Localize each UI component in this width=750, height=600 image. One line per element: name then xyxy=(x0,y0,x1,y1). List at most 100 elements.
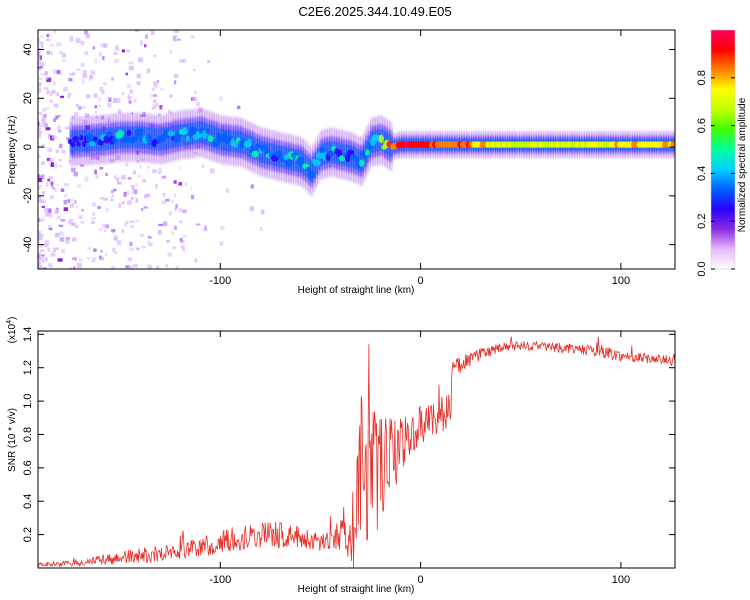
noise-speck xyxy=(143,206,148,209)
noise-speck xyxy=(38,187,40,191)
noise-speck xyxy=(184,182,187,186)
noise-speck xyxy=(41,161,45,166)
ridge-peak xyxy=(130,136,139,142)
noise-speck xyxy=(133,264,138,268)
noise-speck xyxy=(80,40,85,45)
noise-speck xyxy=(41,216,45,221)
noise-speck xyxy=(41,191,46,195)
ridge-band-cell xyxy=(82,129,85,152)
noise-speck xyxy=(74,225,79,229)
ridge-peak xyxy=(126,129,132,136)
noise-speck xyxy=(68,159,72,163)
noise-speck xyxy=(44,240,50,245)
noise-speck xyxy=(38,128,41,132)
noise-speck xyxy=(78,215,83,219)
noise-speck xyxy=(39,265,43,269)
noise-speck xyxy=(69,267,72,269)
noise-speck xyxy=(152,169,157,174)
noise-speck xyxy=(48,227,53,231)
noise-speck xyxy=(249,206,254,212)
noise-speck xyxy=(71,222,76,226)
noise-speck xyxy=(127,266,131,269)
noise-speck xyxy=(53,118,56,122)
noise-speck xyxy=(123,192,127,198)
noise-speck xyxy=(53,30,56,34)
noise-speck xyxy=(94,111,98,114)
noise-speck xyxy=(38,66,42,69)
noise-speck xyxy=(49,265,53,268)
noise-speck xyxy=(121,49,125,53)
noise-speck xyxy=(84,176,89,182)
noise-speck xyxy=(91,221,95,225)
noise-speck xyxy=(102,56,105,61)
noise-speck xyxy=(180,245,185,249)
noise-speck xyxy=(38,134,42,139)
noise-speck xyxy=(127,190,130,195)
ridge-band-cell xyxy=(382,130,385,153)
noise-speck xyxy=(59,237,65,242)
x-tick-label: -100 xyxy=(209,574,231,586)
noise-speck xyxy=(42,260,45,263)
noise-speck xyxy=(90,70,96,75)
noise-speck xyxy=(70,203,74,208)
noise-speck xyxy=(38,59,41,65)
noise-speck xyxy=(102,224,107,228)
noise-speck xyxy=(201,164,205,168)
noise-speck xyxy=(73,171,78,177)
y-tick-label: 0.4 xyxy=(22,494,34,509)
ridge-band-cell xyxy=(77,130,80,153)
noise-speck xyxy=(153,99,157,103)
ridge-peak xyxy=(283,154,289,161)
noise-speck xyxy=(207,60,211,64)
ridge-peak xyxy=(307,170,316,180)
noise-speck xyxy=(82,106,86,109)
noise-speck xyxy=(126,49,130,53)
noise-speck xyxy=(152,104,157,109)
noise-speck xyxy=(167,252,173,257)
noise-speck xyxy=(182,58,187,63)
noise-speck xyxy=(153,94,158,97)
noise-speck xyxy=(179,237,183,242)
ridge-peak xyxy=(313,159,321,167)
colorbar: 0.0 0.2 0.4 0.6 0.8 Normalized spectral ampl… xyxy=(696,29,748,277)
noise-speck xyxy=(62,52,66,58)
noise-speck xyxy=(113,236,118,241)
ridge-peak xyxy=(88,141,97,147)
ridge-band-cell xyxy=(214,126,217,149)
noise-speck xyxy=(40,62,44,66)
spectrogram-panel: -100 0 100 -40 -20 0 20 40 Height of straight l… xyxy=(7,29,676,296)
noise-speck xyxy=(38,161,40,164)
ridge-peak xyxy=(167,130,175,137)
noise-speck xyxy=(98,105,101,108)
noise-speck xyxy=(130,191,136,194)
noise-speck xyxy=(38,77,43,81)
noise-speck xyxy=(57,70,63,75)
noise-speck xyxy=(153,83,158,88)
x-tick-label: 0 xyxy=(418,574,424,586)
noise-speck xyxy=(175,204,178,209)
noise-speck xyxy=(99,167,104,170)
noise-speck xyxy=(78,106,82,110)
noise-speck xyxy=(127,177,132,180)
ridge-peak xyxy=(319,147,326,154)
noise-speck xyxy=(39,198,43,204)
noise-speck xyxy=(190,186,193,190)
noise-speck xyxy=(80,164,85,167)
noise-speck xyxy=(45,182,48,187)
noise-speck xyxy=(60,188,65,192)
noise-speck xyxy=(138,57,143,63)
noise-speck xyxy=(53,69,58,74)
noise-speck xyxy=(67,199,70,203)
colorbar-tick-label: 0.0 xyxy=(696,261,708,276)
noise-speck xyxy=(56,183,59,186)
noise-speck xyxy=(61,149,66,154)
noise-speck xyxy=(53,247,56,252)
noise-speck xyxy=(173,34,178,38)
noise-speck xyxy=(43,243,49,247)
colorbar-ticks: 0.0 0.2 0.4 0.6 0.8 xyxy=(696,70,735,277)
noise-speck xyxy=(38,124,41,129)
ridge-peak xyxy=(670,141,675,148)
noise-speck xyxy=(161,175,166,179)
noise-speck xyxy=(38,231,41,235)
noise-speck xyxy=(174,207,177,212)
